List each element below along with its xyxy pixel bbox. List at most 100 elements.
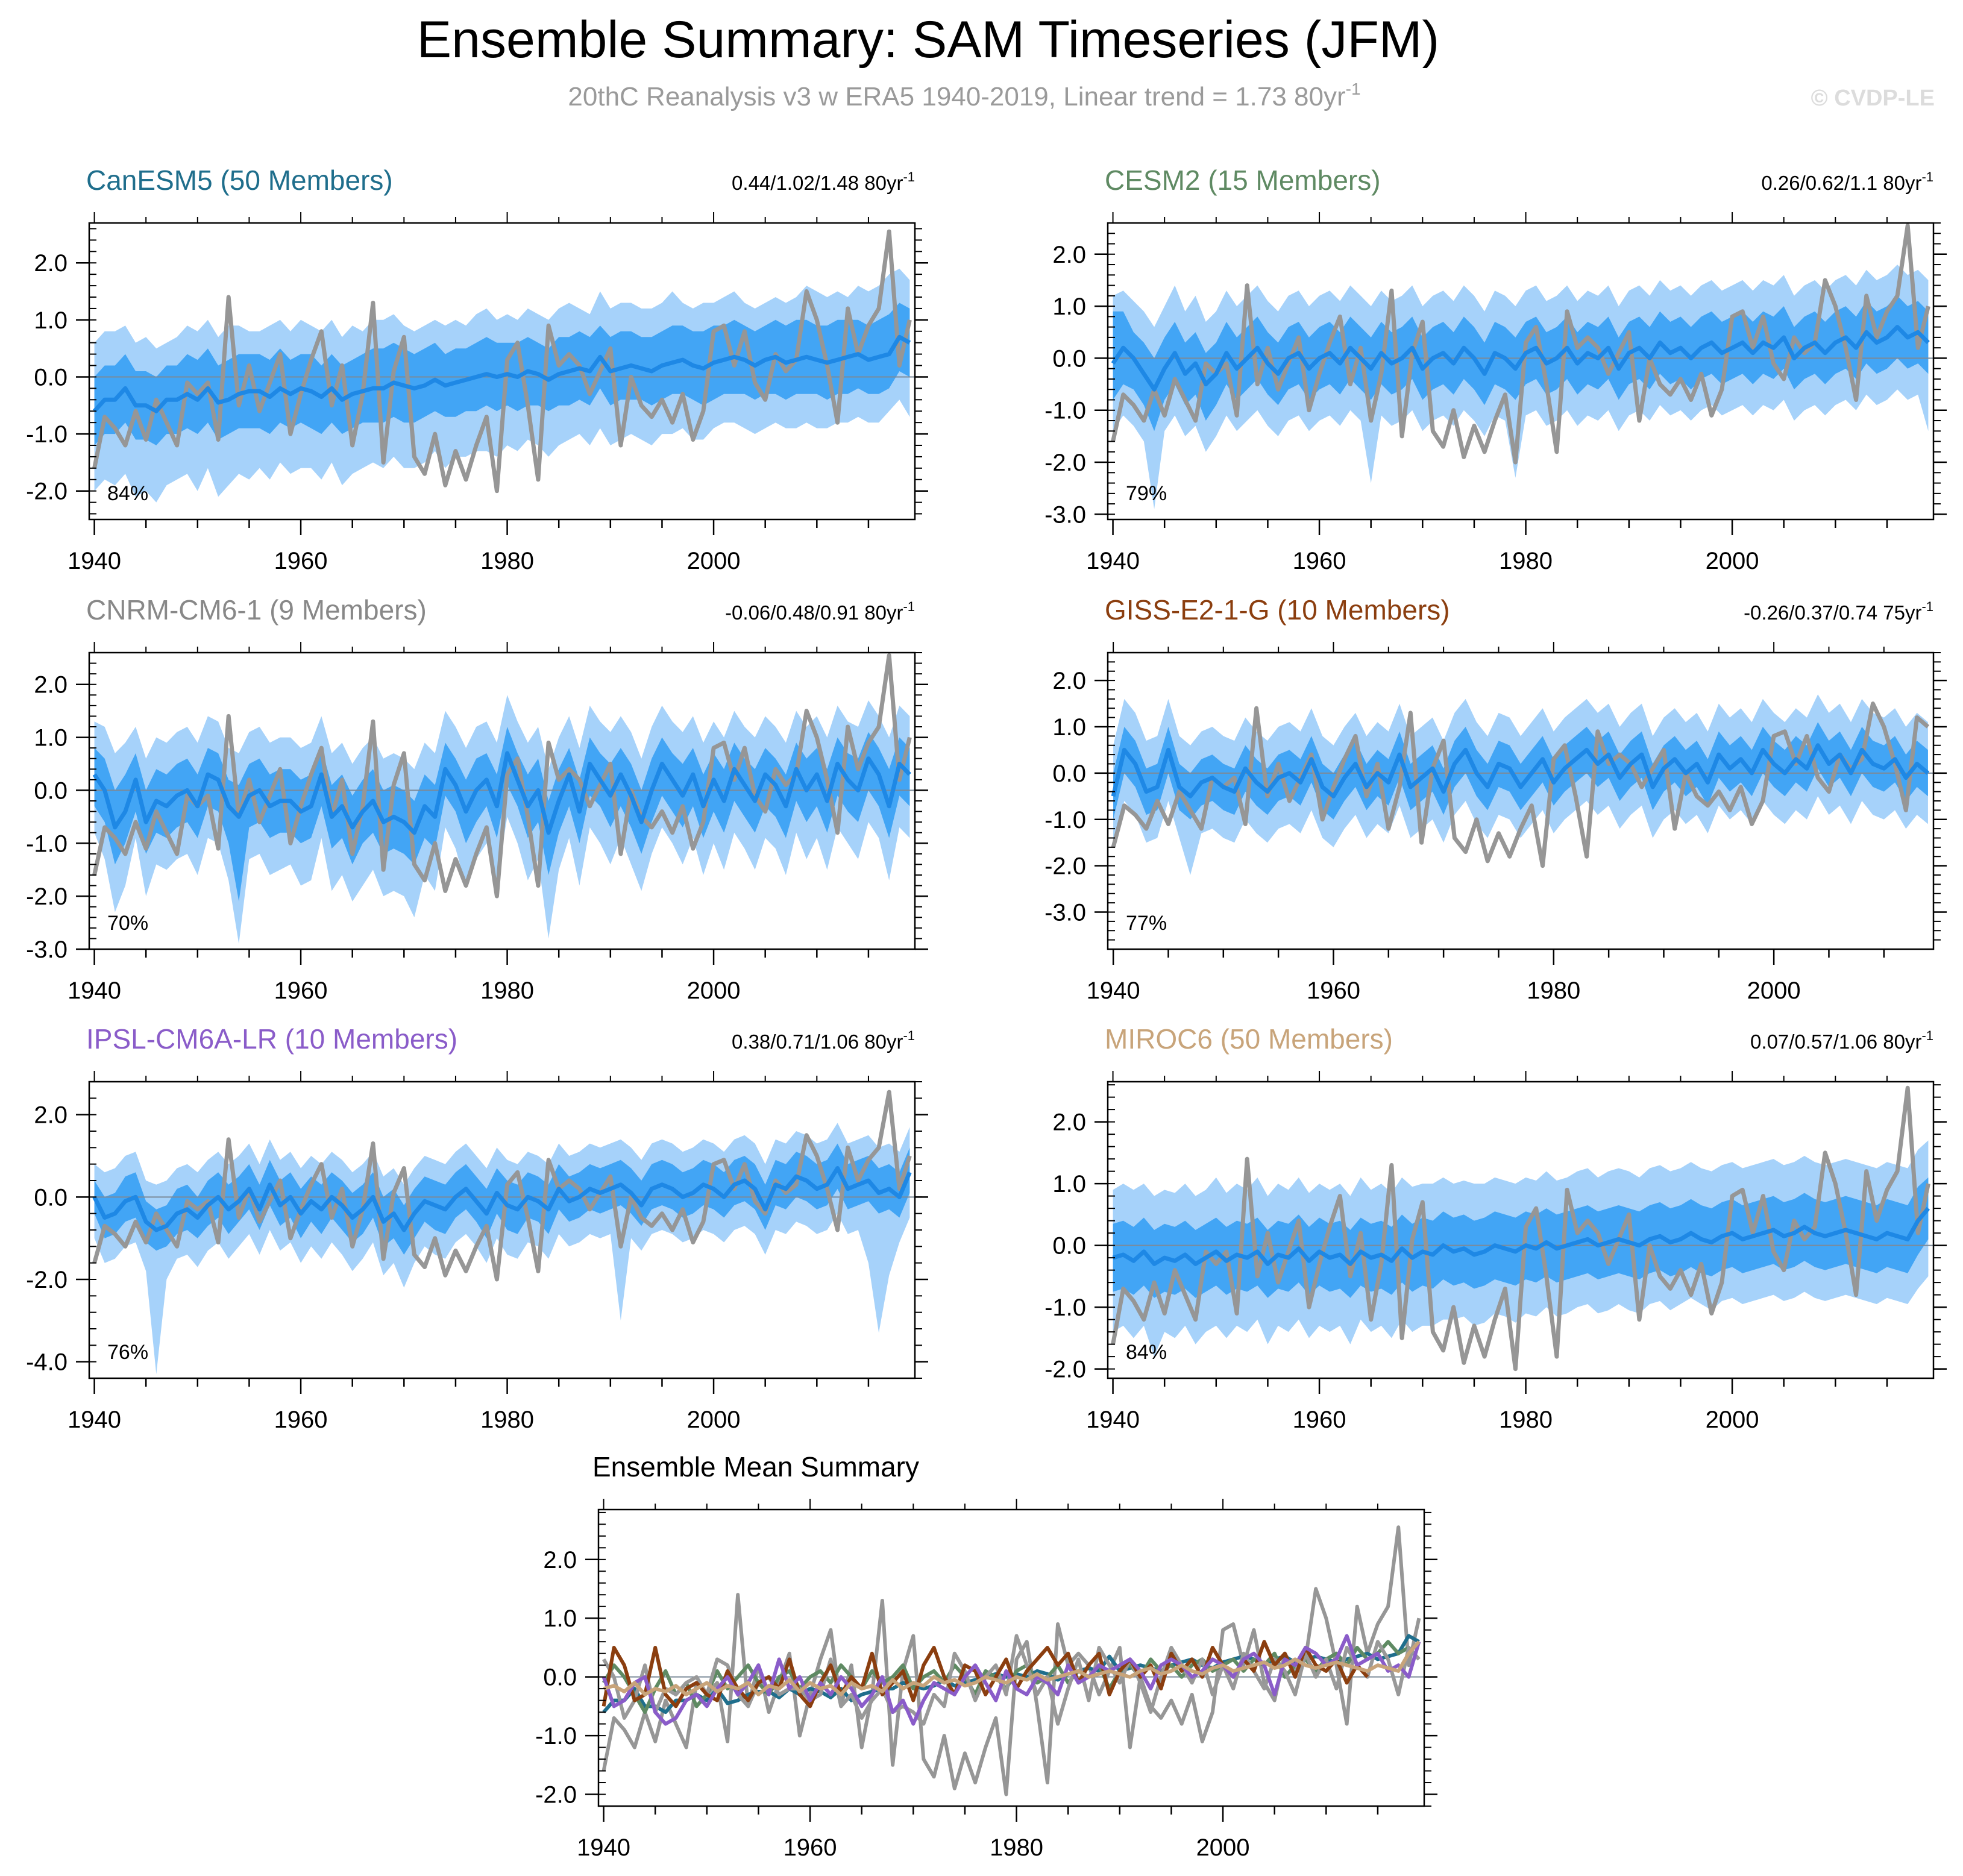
trend-sup: -1 [903,1028,915,1043]
y-tick-label: 0.0 [34,1184,68,1211]
y-tick-label: -1.0 [1044,1294,1086,1321]
percent-label: 77% [1126,912,1167,935]
panel-title: CanESM5 (50 Members) [86,165,393,196]
y-tick-label: 2.0 [1052,1109,1086,1136]
percent-label: 84% [107,482,148,505]
x-tick-label: 2000 [687,548,741,574]
plot-frame [1107,1081,1935,1379]
y-tick-label: -2.0 [26,883,68,910]
x-tick-label: 1940 [1087,977,1140,1004]
y-tick-label: 1.0 [1052,714,1086,741]
watermark: © CVDP-LE [1811,86,1935,111]
x-tick-label: 1980 [1499,1407,1553,1433]
series-line-observations [1111,1085,1930,1372]
y-tick-label: -3.0 [1044,900,1086,926]
y-tick-label: 0.0 [543,1664,577,1691]
series-line-observations [1111,223,1930,465]
series-line-ensemble_mean [92,751,911,835]
percent-label: 70% [107,912,148,935]
series-line-observations [92,653,912,899]
y-tick-label: 1.0 [1052,293,1086,320]
series-line-observations [92,229,912,494]
trend-values: 0.38/0.71/1.06 80yr-1 [732,1028,915,1053]
x-tick-label: 1960 [274,977,328,1004]
x-tick-label: 1940 [1086,1407,1140,1433]
plot-area [89,229,915,503]
plot-frame [597,1508,1425,1807]
trend-text: -0.06/0.48/0.91 80yr [725,601,903,624]
y-tick-label: 1.0 [543,1605,577,1632]
trend-sup: -1 [903,169,915,184]
y-tick-label: 2.0 [1052,242,1086,268]
x-tick-label: 1980 [1499,548,1553,574]
panel-4: 2.0 0.0 -2.0 -4.0 1940 1960 1980 2000 IPSL-CM6A-… [26,1023,928,1433]
y-tick-label: 0.0 [1052,345,1086,372]
x-tick-label: 2000 [687,977,741,1004]
x-tick-label: 1980 [480,548,534,574]
y-tick-label: -3.0 [1044,501,1086,528]
panel-title: GISS-E2-1-G (10 Members) [1105,594,1450,626]
trend-values: -0.26/0.37/0.74 75yr-1 [1744,599,1933,624]
panel-title: IPSL-CM6A-LR (10 Members) [86,1023,457,1055]
panel-title: MIROC6 (50 Members) [1105,1023,1393,1055]
y-tick-label: -3.0 [26,936,68,963]
series-line-observations [1111,701,1930,868]
x-tick-label: 2000 [1706,1407,1759,1433]
figure-subtitle-sup: -1 [1346,80,1361,98]
figure-subtitle-main: 20thC Reanalysis v3 w ERA5 1940-2019, Li… [568,82,1345,111]
x-tick-label: 1940 [577,1834,630,1861]
trend-sup: -1 [1921,599,1933,614]
y-tick-label: -1.0 [26,830,68,857]
series-line-ensemble_mean [1111,743,1930,798]
trend-values: -0.06/0.48/0.91 80yr-1 [725,599,915,624]
trend-values: 0.44/1.02/1.48 80yr-1 [732,169,915,194]
x-tick-label: 1940 [68,1407,121,1433]
y-tick-label: -1.0 [1044,807,1086,833]
percent-label: 84% [1126,1341,1167,1364]
plot-area [1108,1085,1933,1372]
trend-values: 0.26/0.62/1.1 80yr-1 [1761,169,1933,194]
plot-area [1108,223,1933,509]
x-tick-label: 2000 [1706,548,1759,574]
x-tick-label: 1940 [68,977,121,1004]
x-tick-label: 1940 [68,548,121,574]
series-line-ensemble_mean [93,334,911,413]
x-tick-label: 1980 [990,1834,1043,1861]
trend-sup: -1 [1921,169,1933,184]
trend-text: 0.07/0.57/1.06 80yr [1750,1031,1921,1053]
trend-text: 0.38/0.71/1.06 80yr [732,1031,903,1053]
series-line-ensemble_mean [1111,325,1930,392]
y-tick-label: 2.0 [34,250,68,277]
y-tick-label: 0.0 [1052,1233,1086,1260]
trend-sup: -1 [903,599,915,614]
plot-area [89,653,915,944]
x-tick-label: 2000 [687,1407,741,1433]
x-tick-label: 1940 [1086,548,1140,574]
y-tick-label: 0.0 [34,364,68,391]
x-tick-label: 2000 [1196,1834,1250,1861]
plot-frame [88,222,916,521]
y-tick-label: -2.0 [1044,1357,1086,1383]
y-tick-label: -2.0 [535,1782,577,1809]
y-tick-label: -4.0 [26,1349,68,1376]
trend-text: 0.44/1.02/1.48 80yr [732,172,903,194]
x-tick-label: 1960 [1307,977,1360,1004]
y-tick-label: 2.0 [34,1102,68,1129]
series-line-ensemble_mean [603,1640,1421,1696]
band-inner [94,727,910,902]
y-tick-label: -1.0 [1044,398,1086,424]
trend-sup: -1 [1921,1028,1933,1043]
y-tick-label: 2.0 [543,1547,577,1573]
y-tick-label: 1.0 [34,725,68,751]
x-tick-label: 1960 [1293,1407,1346,1433]
series-line-ensemble_mean [1112,1206,1930,1266]
panel-title: CNRM-CM6-1 (9 Members) [86,594,427,626]
x-tick-label: 2000 [1747,977,1801,1004]
y-tick-label: 2.0 [1052,668,1086,694]
figure-title: Ensemble Summary: SAM Timeseries (JFM) [417,11,1439,69]
x-tick-label: 1960 [1293,548,1346,574]
